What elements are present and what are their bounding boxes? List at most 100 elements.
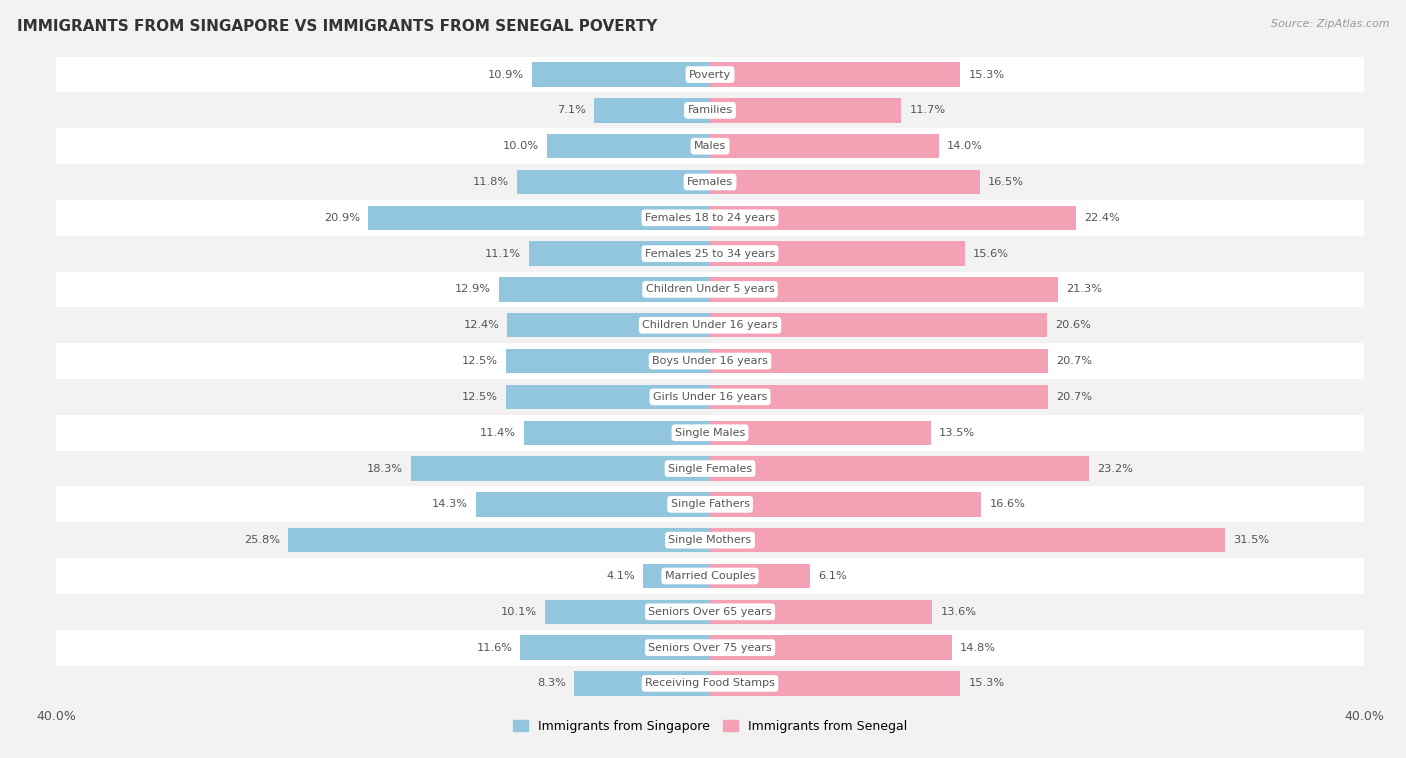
Bar [575, 672, 710, 696]
Text: Girls Under 16 years: Girls Under 16 years [652, 392, 768, 402]
Text: Poverty: Poverty [689, 70, 731, 80]
Bar [710, 600, 932, 624]
Bar [56, 666, 1364, 701]
Text: Single Fathers: Single Fathers [671, 500, 749, 509]
Text: Source: ZipAtlas.com: Source: ZipAtlas.com [1271, 19, 1389, 29]
Bar [523, 421, 710, 445]
Bar [477, 492, 710, 516]
Text: 13.6%: 13.6% [941, 607, 977, 617]
Bar [710, 134, 939, 158]
Bar [547, 134, 710, 158]
Text: 11.6%: 11.6% [477, 643, 512, 653]
Text: Single Mothers: Single Mothers [668, 535, 752, 545]
Text: 12.5%: 12.5% [461, 392, 498, 402]
Text: 6.1%: 6.1% [818, 571, 846, 581]
Text: 10.1%: 10.1% [501, 607, 537, 617]
Text: Females: Females [688, 177, 733, 187]
Text: Seniors Over 75 years: Seniors Over 75 years [648, 643, 772, 653]
Bar [593, 99, 710, 123]
Text: 25.8%: 25.8% [245, 535, 280, 545]
Bar [710, 62, 960, 86]
Bar [546, 600, 710, 624]
Bar [56, 236, 1364, 271]
Bar [56, 415, 1364, 451]
Bar [56, 630, 1364, 666]
Text: 16.6%: 16.6% [990, 500, 1025, 509]
Text: 22.4%: 22.4% [1084, 213, 1121, 223]
Bar [710, 349, 1049, 373]
Bar [506, 349, 710, 373]
Text: 12.4%: 12.4% [464, 321, 499, 330]
Text: 14.3%: 14.3% [432, 500, 468, 509]
Text: 20.9%: 20.9% [325, 213, 360, 223]
Bar [710, 564, 810, 588]
Text: 11.1%: 11.1% [484, 249, 520, 258]
Text: 7.1%: 7.1% [557, 105, 586, 115]
Text: 15.6%: 15.6% [973, 249, 1010, 258]
Bar [529, 242, 710, 266]
Bar [710, 385, 1049, 409]
Text: 10.9%: 10.9% [488, 70, 523, 80]
Text: Seniors Over 65 years: Seniors Over 65 years [648, 607, 772, 617]
Text: 11.8%: 11.8% [472, 177, 509, 187]
Bar [56, 57, 1364, 92]
Text: 12.5%: 12.5% [461, 356, 498, 366]
Text: 15.3%: 15.3% [969, 678, 1004, 688]
Bar [368, 205, 710, 230]
Bar [710, 277, 1059, 302]
Bar [517, 170, 710, 194]
Text: Males: Males [695, 141, 725, 151]
Text: IMMIGRANTS FROM SINGAPORE VS IMMIGRANTS FROM SENEGAL POVERTY: IMMIGRANTS FROM SINGAPORE VS IMMIGRANTS … [17, 19, 657, 34]
Bar [56, 451, 1364, 487]
Bar [506, 385, 710, 409]
Text: 16.5%: 16.5% [988, 177, 1024, 187]
Bar [56, 271, 1364, 307]
Text: 23.2%: 23.2% [1098, 464, 1133, 474]
Text: 20.7%: 20.7% [1056, 356, 1092, 366]
Bar [710, 456, 1090, 481]
Bar [531, 62, 710, 86]
Text: Single Males: Single Males [675, 428, 745, 437]
Bar [56, 487, 1364, 522]
Text: Children Under 5 years: Children Under 5 years [645, 284, 775, 294]
Text: 14.0%: 14.0% [948, 141, 983, 151]
Bar [56, 128, 1364, 164]
Bar [710, 492, 981, 516]
Text: 10.0%: 10.0% [502, 141, 538, 151]
Text: 31.5%: 31.5% [1233, 535, 1270, 545]
Bar [56, 343, 1364, 379]
Bar [56, 164, 1364, 200]
Bar [56, 558, 1364, 594]
Bar [411, 456, 710, 481]
Text: Receiving Food Stamps: Receiving Food Stamps [645, 678, 775, 688]
Text: Boys Under 16 years: Boys Under 16 years [652, 356, 768, 366]
Text: 11.4%: 11.4% [479, 428, 516, 437]
Bar [710, 170, 980, 194]
Bar [643, 564, 710, 588]
Text: 12.9%: 12.9% [456, 284, 491, 294]
Text: 8.3%: 8.3% [537, 678, 567, 688]
Bar [56, 200, 1364, 236]
Bar [56, 594, 1364, 630]
Bar [710, 672, 960, 696]
Text: Females 18 to 24 years: Females 18 to 24 years [645, 213, 775, 223]
Text: 18.3%: 18.3% [367, 464, 402, 474]
Text: 15.3%: 15.3% [969, 70, 1004, 80]
Bar [710, 205, 1076, 230]
Text: Single Females: Single Females [668, 464, 752, 474]
Bar [710, 242, 965, 266]
Bar [710, 313, 1046, 337]
Bar [710, 635, 952, 659]
Text: 14.8%: 14.8% [960, 643, 995, 653]
Bar [499, 277, 710, 302]
Bar [56, 522, 1364, 558]
Bar [710, 421, 931, 445]
Text: Families: Families [688, 105, 733, 115]
Text: 11.7%: 11.7% [910, 105, 946, 115]
Bar [520, 635, 710, 659]
Bar [710, 99, 901, 123]
Bar [56, 379, 1364, 415]
Text: 13.5%: 13.5% [939, 428, 974, 437]
Text: Children Under 16 years: Children Under 16 years [643, 321, 778, 330]
Text: Married Couples: Married Couples [665, 571, 755, 581]
